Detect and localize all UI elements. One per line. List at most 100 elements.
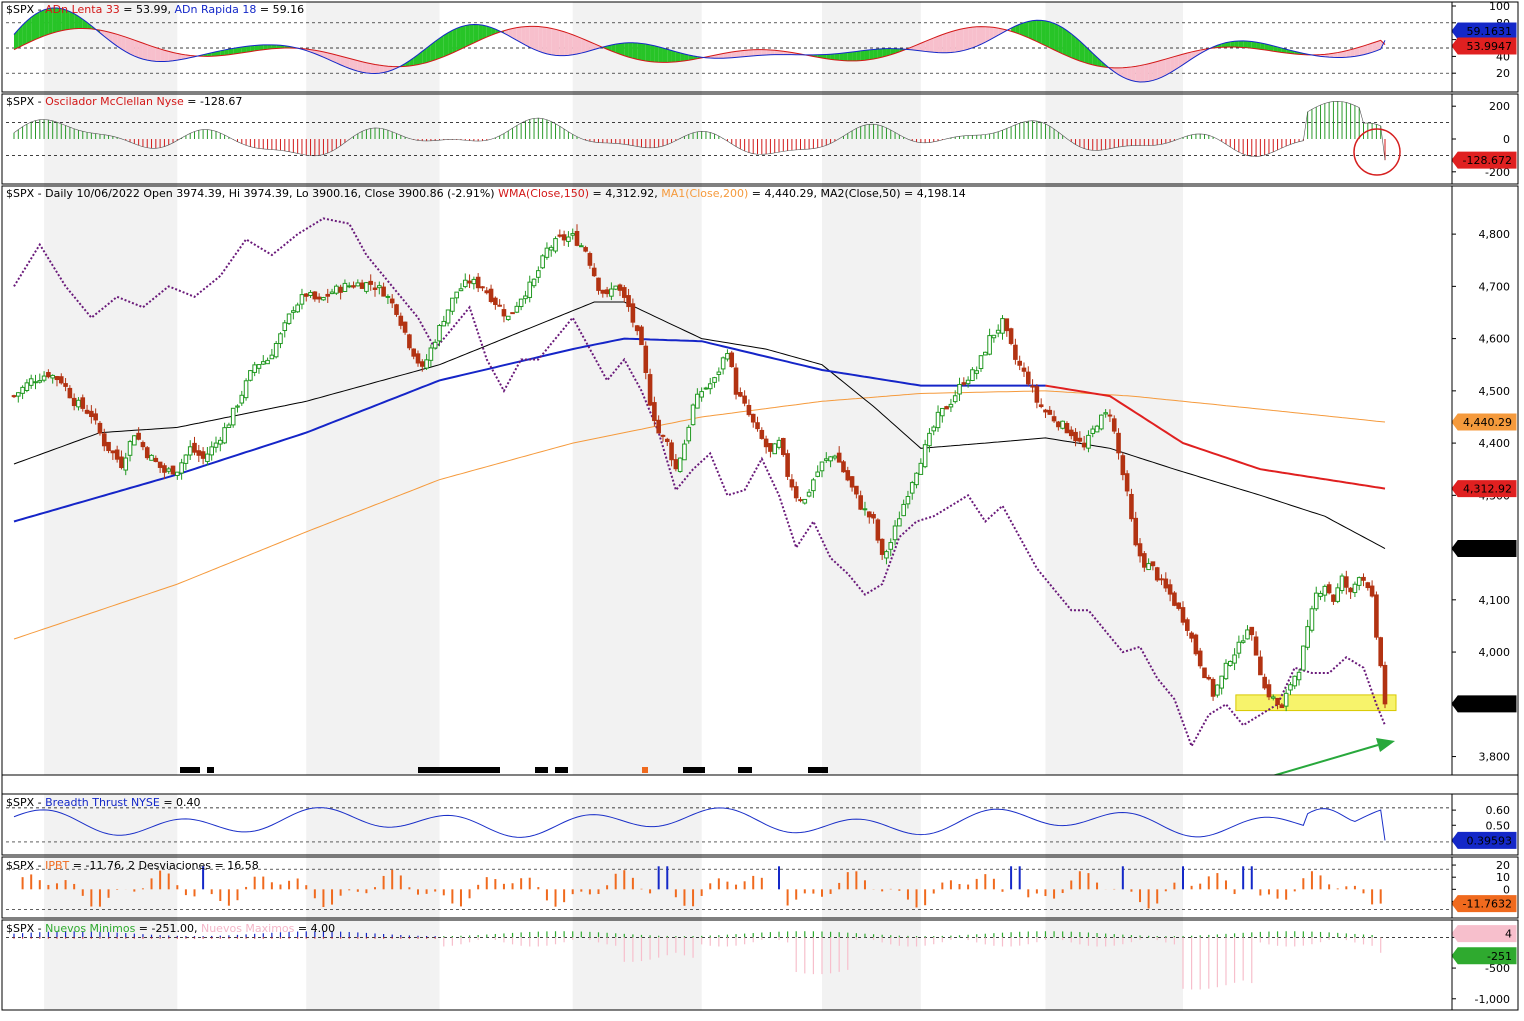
adn-fill-segment <box>1019 22 1024 36</box>
candle-body <box>33 381 38 384</box>
adn-fill-segment <box>839 53 844 61</box>
candle-body <box>652 402 657 422</box>
adn-fill-segment <box>551 28 556 56</box>
candle-body <box>673 459 679 470</box>
candle-body <box>1120 455 1126 476</box>
adn-fill-segment <box>177 53 182 61</box>
candle-body <box>157 461 163 468</box>
ma200-name: MA1(Close,200) <box>661 187 748 200</box>
adn-fill-segment <box>985 26 990 43</box>
adn-fill-segment <box>933 36 939 53</box>
candle-body <box>884 551 889 559</box>
candle-body <box>329 291 335 295</box>
candle-body <box>480 286 485 289</box>
adn-fill-segment <box>276 45 281 49</box>
candle-body <box>763 438 769 448</box>
breadth-thrust-panel-title: $SPX - Breadth Thrust NYSE = 0.40 <box>6 796 201 809</box>
adn-fill-segment <box>1161 59 1166 78</box>
adn-fill-segment <box>826 54 831 60</box>
candle-body <box>1305 626 1310 648</box>
y-tick-label: 4,500 <box>1479 385 1511 398</box>
adn-title-prefix: $SPX - <box>6 3 45 16</box>
candle-body <box>540 255 545 269</box>
candle-body <box>153 457 159 463</box>
adn-fill-segment <box>104 30 109 40</box>
candle-body <box>815 471 820 477</box>
new-lows-highs-panel-title: $SPX - Nuevos Minimos = -251.00, Nuevos … <box>6 922 335 935</box>
candle-body <box>424 359 429 369</box>
candle-body <box>574 230 580 246</box>
adn-fill-segment <box>1144 63 1149 82</box>
mcclellan-value-label-box <box>1451 151 1517 169</box>
adn-fill-segment <box>1075 37 1080 61</box>
candle-body <box>901 503 906 517</box>
adn-fill-segment <box>1376 40 1381 51</box>
candle-body <box>355 282 361 287</box>
adn-fill-segment <box>26 17 32 44</box>
adn-fill-segment <box>589 41 595 51</box>
adn-slow-name: ADn Lenta 33 <box>45 3 120 16</box>
adn-fill-segment <box>228 48 234 55</box>
nl-highs-value-label-box <box>1451 925 1517 943</box>
adn-fill-segment <box>121 35 126 52</box>
candle-body <box>1030 385 1035 388</box>
candle-body <box>67 387 73 399</box>
candle-body <box>1206 676 1212 680</box>
candle-body <box>1077 437 1083 442</box>
candle-body <box>338 286 343 293</box>
candle-body <box>1090 428 1096 434</box>
ma200-value-label-box <box>1451 413 1517 431</box>
candle-body <box>226 424 232 428</box>
adn-fill-segment <box>482 25 487 39</box>
candle-body <box>1288 684 1293 691</box>
candle-body <box>230 407 236 426</box>
wma150-name: WMA(Close,150) <box>498 187 589 200</box>
adn-fill-segment <box>130 38 135 57</box>
candle-body <box>983 351 988 356</box>
candle-body <box>1262 676 1267 689</box>
candle-body <box>346 285 352 288</box>
candle-body <box>1154 567 1160 581</box>
candle-body <box>213 442 219 448</box>
adn-fill-segment <box>173 52 178 61</box>
adn-fill-segment <box>1062 27 1067 56</box>
adn-fill-segment <box>1140 64 1145 82</box>
candle-body <box>291 310 296 313</box>
candle-body <box>101 433 107 447</box>
candle-body <box>170 465 176 475</box>
mcclellan-line <box>13 100 1386 161</box>
candle-body <box>742 395 747 404</box>
candle-body <box>523 295 528 300</box>
adn-fill-segment <box>1234 40 1239 48</box>
adn-fill-segment <box>39 9 45 38</box>
adn-fill-segment <box>430 41 436 62</box>
adn-fill-segment <box>87 22 92 29</box>
signal-marker-3 <box>535 767 548 773</box>
candle-body <box>776 439 782 448</box>
adn-fill-segment <box>344 57 350 69</box>
mcclellan-value-label: -128.672 <box>1451 151 1517 169</box>
adn-fill-segment <box>1023 21 1029 38</box>
candle-body <box>437 325 442 342</box>
candle-body <box>1008 328 1014 344</box>
candle-body <box>1326 584 1332 594</box>
candle-body <box>299 294 305 305</box>
candle-body <box>37 380 43 383</box>
adn-fill-segment <box>516 27 522 43</box>
adn-fill-segment <box>538 26 543 53</box>
candle-body <box>501 309 507 317</box>
candle-body <box>978 355 984 370</box>
candle-body <box>1193 634 1199 655</box>
panel-frame-ipbt <box>1 856 1519 919</box>
signal-marker-2 <box>418 767 500 773</box>
adn-fill-segment <box>35 11 40 40</box>
candle-body <box>974 370 980 374</box>
adn-slow-line <box>13 25 1386 69</box>
adn-fill-segment <box>1195 50 1201 57</box>
adn-fill-segment <box>667 49 672 63</box>
adn-fill-segment <box>1170 56 1175 73</box>
candle-body <box>458 288 464 292</box>
adn-fill-segment <box>112 33 118 47</box>
adn-fill-segment <box>972 26 977 48</box>
candle-body <box>720 357 726 370</box>
